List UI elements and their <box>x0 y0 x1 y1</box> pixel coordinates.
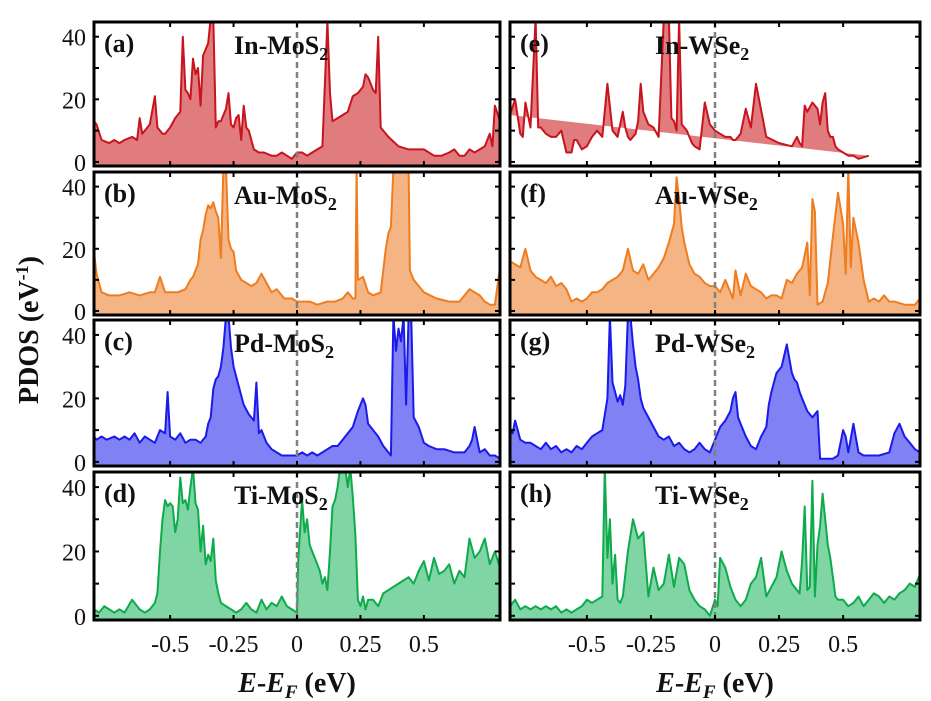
y-tick-label: 20 <box>62 88 86 114</box>
panel-g: (g) Pd-WSe2 <box>508 318 922 468</box>
x-tick-label: 0 <box>709 632 721 658</box>
panel-title: Pd-WSe2 <box>655 329 755 362</box>
panel-letter: (c) <box>104 327 133 356</box>
panel-letter: (f) <box>520 179 546 208</box>
panel-letter: (e) <box>520 29 549 58</box>
pdos-line <box>94 320 500 460</box>
x-tick-label: -0.25 <box>209 632 259 658</box>
x-axis-title: E-EF (eV) <box>655 668 774 701</box>
pdos-line <box>510 172 920 306</box>
plot-area <box>510 22 870 160</box>
panel-title: Ti-WSe2 <box>655 481 749 514</box>
y-tick-label: 0 <box>74 605 86 631</box>
plot-area <box>94 472 500 620</box>
panel-letter: (g) <box>520 327 550 356</box>
panel-a: 0 20 40 (a) In-MoS2 <box>62 20 502 177</box>
plot-area <box>94 172 500 315</box>
pdos-line <box>94 22 500 160</box>
y-tick-label: 40 <box>62 26 86 52</box>
plot-area <box>94 22 500 166</box>
x-axis-title: E-EF (eV) <box>237 668 356 701</box>
y-tick-label: 0 <box>74 300 86 326</box>
y-tick-label: 20 <box>62 387 86 413</box>
x-tick-label: 0.25 <box>758 632 800 658</box>
y-tick-label: 0 <box>74 151 86 177</box>
plot-area <box>510 320 920 466</box>
panel-title: In-WSe2 <box>655 31 749 64</box>
x-tick-label: -0.25 <box>626 632 676 658</box>
x-tick-label: 0.25 <box>339 632 381 658</box>
panel-title: In-MoS2 <box>234 31 328 64</box>
x-tick-label: 0 <box>291 632 303 658</box>
y-tick-label: 20 <box>62 540 86 566</box>
x-tick-label: 0.5 <box>828 632 858 658</box>
pdos-fill <box>94 22 500 166</box>
panel-b: 0 20 40 (b) Au-MoS2 <box>62 170 502 326</box>
pdos-fill <box>510 472 920 620</box>
pdos-fill <box>510 22 869 159</box>
y-tick-label: 0 <box>74 451 86 477</box>
panel-d: 0 20 40 -0.5 -0.25 0 0.25 0.5 E-EF (eV) (d) Ti-MoS… <box>62 470 502 701</box>
pdos-line <box>94 172 500 306</box>
plot-area <box>94 320 500 466</box>
panel-title: Au-WSe2 <box>655 181 758 214</box>
y-tick-label: 40 <box>62 176 86 202</box>
panel-letter: (b) <box>104 179 136 208</box>
x-tick-label: 0.5 <box>409 632 439 658</box>
panel-letter: (d) <box>104 479 136 508</box>
pdos-line <box>510 320 920 460</box>
x-tick-label: -0.5 <box>151 632 189 658</box>
panel-letter: (h) <box>520 479 552 508</box>
x-tick-label: -0.5 <box>568 632 606 658</box>
panel-c: 0 20 40 (c) Pd-MoS2 <box>62 318 502 477</box>
pdos-line <box>510 22 870 160</box>
pdos-line <box>510 472 920 617</box>
pdos-fill <box>94 172 500 315</box>
pdos-fill <box>510 320 920 466</box>
y-tick-label: 40 <box>62 324 86 350</box>
pdos-fill <box>94 320 500 466</box>
y-axis-title: PDOS (eV-1) <box>12 256 45 404</box>
y-tick-label: 40 <box>62 476 86 502</box>
pdos-line <box>94 472 500 614</box>
panel-title: Au-MoS2 <box>234 181 337 214</box>
panel-f: (f) Au-WSe2 <box>508 170 922 317</box>
panel-h: -0.5 -0.25 0 0.25 0.5 E-EF (eV) (h) Ti-WSe2 <box>508 470 922 701</box>
pdos-fill <box>94 472 500 620</box>
plot-area <box>510 472 920 620</box>
y-tick-label: 20 <box>62 238 86 264</box>
panel-letter: (a) <box>104 29 134 58</box>
panel-title: Pd-MoS2 <box>234 329 334 362</box>
panel-e: (e) In-WSe2 <box>508 20 922 168</box>
panel-title: Ti-MoS2 <box>234 481 328 514</box>
